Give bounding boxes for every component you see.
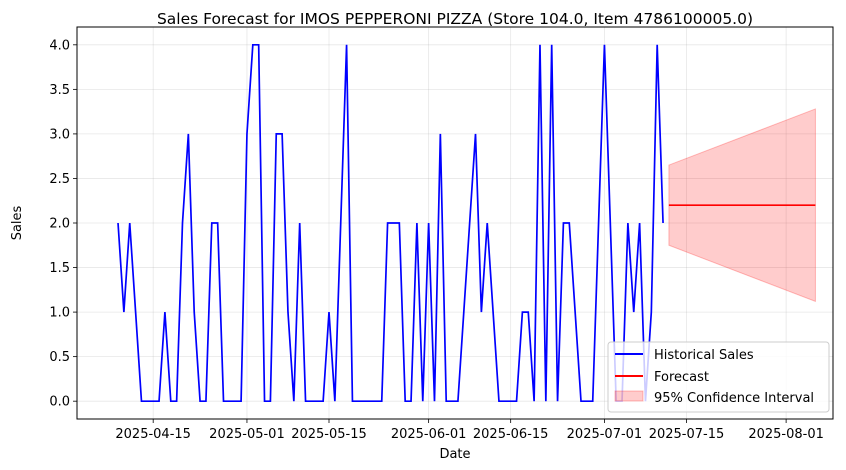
x-tick-label: 2025-04-15	[115, 427, 191, 442]
y-tick-label: 4.0	[49, 38, 70, 53]
x-tick-label: 2025-06-01	[391, 427, 467, 442]
chart-title: Sales Forecast for IMOS PEPPERONI PIZZA …	[157, 10, 753, 28]
y-tick-label: 2.0	[49, 217, 70, 232]
x-tick-label: 2025-07-15	[649, 427, 725, 442]
x-tick-label: 2025-06-15	[473, 427, 549, 442]
x-tick-label: 2025-07-01	[567, 427, 643, 442]
y-tick-label: 2.5	[49, 172, 70, 187]
x-axis: 2025-04-15 2025-05-01 2025-05-15 2025-06-01…	[115, 419, 824, 442]
y-tick-label: 1.0	[49, 306, 70, 321]
y-axis: 0.0 0.5 1.0 1.5 2.0 2.5 3.0 3.5 4.0	[49, 38, 77, 410]
legend-ci-label: 95% Confidence Interval	[654, 391, 814, 406]
y-tick-label: 3.5	[49, 83, 70, 98]
legend-ci-swatch	[614, 390, 644, 402]
x-tick-label: 2025-05-01	[209, 427, 285, 442]
historical-sales-line	[117, 43, 664, 403]
x-tick-label: 2025-08-01	[748, 427, 824, 442]
x-axis-label: Date	[439, 447, 470, 462]
legend-forecast-label: Forecast	[654, 370, 709, 385]
legend-box	[607, 341, 830, 413]
series	[117, 43, 816, 403]
x-tick-label: 2025-05-15	[291, 427, 367, 442]
y-tick-label: 0.0	[49, 395, 70, 410]
legend: Historical Sales Forecast 95% Confidence…	[607, 341, 830, 413]
y-axis-label: Sales	[10, 205, 25, 240]
y-tick-label: 3.0	[49, 127, 70, 142]
y-tick-label: 0.5	[49, 350, 70, 365]
legend-historical-label: Historical Sales	[654, 348, 754, 363]
y-tick-label: 1.5	[49, 261, 70, 276]
